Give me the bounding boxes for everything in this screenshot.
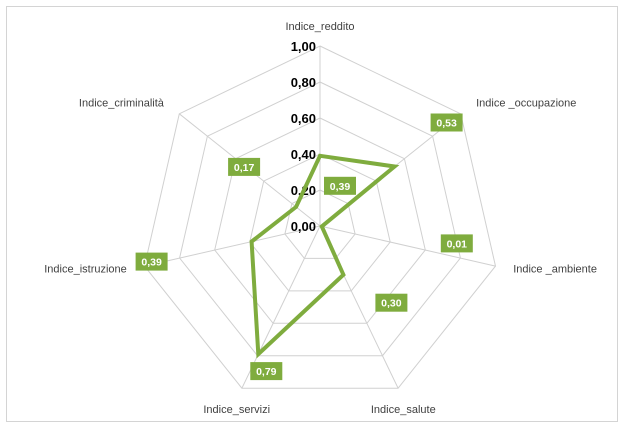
tick-label-0: 0,00	[291, 219, 316, 234]
radar-data-labels: 0,39 0,53 0,01 0,30 0,79 0,39 0,17	[135, 113, 473, 381]
axis-label-2: Indice _ambiente	[513, 264, 597, 276]
data-label-4: 0,79	[250, 362, 283, 381]
chart-frame	[6, 6, 618, 422]
data-label-0: 0,39	[324, 176, 356, 195]
axis-label-5: Indice_istruzione	[44, 264, 127, 276]
data-label-text: 0,79	[256, 366, 277, 378]
data-label-text: 0,01	[447, 238, 468, 250]
radar-axis-labels: Indice_reddito Indice _occupazione Indice …	[44, 21, 597, 416]
data-label-1: 0,53	[430, 113, 463, 132]
axis-label-4: Indice_servizi	[203, 404, 270, 416]
tick-label-5: 1,00	[291, 39, 316, 54]
data-label-2: 0,01	[440, 234, 473, 253]
data-label-box	[430, 113, 463, 132]
data-label-box	[324, 176, 356, 195]
data-label-text: 0,39	[141, 257, 162, 269]
data-label-text: 0,30	[381, 298, 402, 310]
spoke-2	[319, 225, 496, 267]
radar-series	[249, 153, 400, 359]
tick-label-4: 0,80	[291, 75, 316, 90]
tick-label-3: 0,60	[291, 111, 316, 126]
axis-label-3: Indice_salute	[371, 404, 436, 416]
grid-ring-4	[179, 81, 461, 357]
data-label-text: 0,39	[330, 181, 351, 193]
tick-label-2: 0,40	[291, 147, 316, 162]
spoke-4	[241, 225, 321, 389]
axis-label-1: Indice _occupazione	[476, 97, 576, 109]
data-label-box	[375, 293, 408, 312]
radar-spokes	[144, 46, 496, 389]
axis-label-6: Indice_criminalità	[79, 97, 165, 109]
grid-ring-5	[143, 45, 497, 389]
data-label-5: 0,39	[135, 252, 168, 271]
axis-label-0: Indice_reddito	[285, 21, 354, 33]
data-label-3: 0,30	[375, 293, 408, 312]
data-label-box	[135, 252, 168, 271]
data-label-text: 0,17	[234, 162, 255, 174]
radar-ticks: 0,000,200,400,600,801,00	[291, 39, 316, 234]
grid-ring-2	[249, 153, 391, 292]
data-label-box	[228, 157, 261, 176]
data-label-text: 0,53	[436, 118, 457, 130]
spoke-5	[144, 225, 321, 267]
series-line	[249, 153, 400, 359]
data-label-box	[250, 362, 283, 381]
data-label-6: 0,17	[228, 157, 261, 176]
data-label-box	[440, 234, 473, 253]
